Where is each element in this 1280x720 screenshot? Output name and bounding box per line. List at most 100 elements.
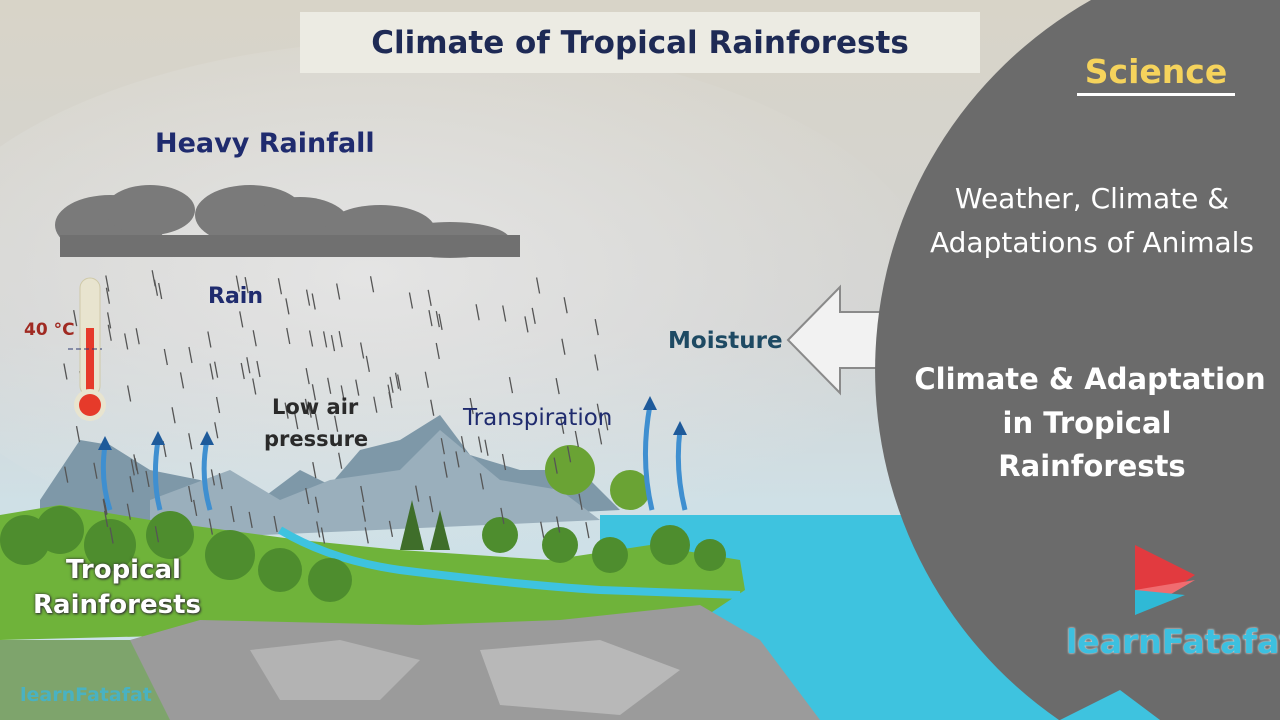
rain-drop	[179, 372, 185, 389]
rain-drop	[322, 331, 328, 348]
rain-drop	[158, 282, 163, 300]
rain-drop	[73, 310, 78, 327]
rain-drop	[556, 516, 561, 533]
rain-drop	[443, 461, 448, 478]
rain-drop	[135, 328, 140, 345]
rain-drop	[304, 398, 310, 416]
rain-drop	[479, 473, 484, 490]
rain-drop	[364, 527, 369, 544]
rain-drop	[210, 469, 216, 486]
rain-drop	[563, 297, 568, 314]
rain-drop	[560, 417, 565, 434]
thermometer-icon	[68, 277, 106, 421]
rain-label: Rain	[208, 284, 263, 309]
rain-drop	[585, 522, 590, 539]
rain-drop	[207, 331, 212, 348]
rain-drop	[154, 526, 160, 543]
rain-drop	[314, 413, 320, 430]
temperature-label: 40 °C	[24, 320, 75, 340]
rain-drops	[63, 270, 609, 544]
rain-drop	[189, 462, 195, 479]
rain-drop	[214, 422, 219, 439]
rain-drop	[330, 335, 336, 352]
rain-drop	[305, 289, 311, 306]
rain-drop	[475, 304, 480, 321]
rain-drop	[604, 414, 609, 431]
rain-drop	[430, 399, 435, 416]
rain-drop	[105, 287, 111, 304]
rain-drop	[460, 436, 466, 453]
rain-drop	[124, 333, 129, 350]
rain-drop	[171, 407, 176, 424]
rain-drop	[240, 362, 245, 380]
chapter-line-2: Adaptations of Animals	[930, 226, 1254, 259]
tropical-label-2: Rainforests	[33, 590, 201, 620]
rain-drop	[312, 461, 317, 479]
rain-drop	[239, 311, 244, 328]
rain-drop	[388, 520, 394, 537]
rain-drop	[594, 354, 599, 371]
rain-drop	[424, 371, 429, 388]
rain-drop	[188, 433, 193, 450]
rain-drop	[566, 446, 572, 463]
topic-line-3: Rainforests	[998, 449, 1186, 483]
rain-drop	[307, 401, 312, 418]
rain-drop	[327, 377, 332, 394]
subject-label: Science	[1077, 52, 1235, 96]
rain-drop	[355, 379, 360, 396]
rain-drop	[333, 415, 339, 432]
rain-drop	[428, 309, 433, 327]
rain-drop	[63, 363, 68, 380]
rain-drop	[126, 385, 132, 402]
rain-drop	[397, 374, 402, 391]
rain-drop	[130, 459, 135, 476]
rain-drop	[252, 330, 257, 347]
rain-drop	[308, 330, 314, 347]
rain-drop	[438, 313, 443, 330]
rain-drop	[75, 425, 81, 443]
clouds	[55, 185, 520, 258]
rain-drop	[109, 527, 114, 544]
heavy-rainfall-label: Heavy Rainfall	[155, 128, 375, 159]
rain-drop	[389, 376, 394, 393]
rain-drop	[284, 402, 289, 419]
chapter-line-1: Weather, Climate &	[954, 182, 1230, 215]
rain-drop	[365, 355, 370, 373]
rain-drop	[305, 367, 310, 385]
rain-drop	[103, 510, 109, 527]
rain-drop	[106, 312, 112, 329]
page-title: Climate of Tropical Rainforests	[371, 24, 909, 61]
rain-drop	[230, 505, 235, 523]
mountains	[40, 415, 620, 540]
rain-drop	[246, 357, 251, 374]
rain-drop	[361, 505, 366, 522]
rain-drop	[597, 428, 603, 445]
logo-text: learnFatafat	[1066, 622, 1280, 661]
rain-drop	[455, 451, 460, 468]
rain-drop	[338, 331, 343, 348]
rain-drop	[244, 277, 249, 294]
rain-drop	[574, 430, 579, 448]
rain-drop	[286, 327, 291, 345]
rain-drop	[555, 377, 560, 395]
rain-drop	[561, 338, 566, 355]
rain-drop	[248, 511, 253, 528]
rain-drop	[188, 346, 193, 364]
rain-drop	[500, 507, 505, 524]
rain-drop	[359, 342, 365, 359]
rain-drop	[145, 470, 150, 488]
rain-drop	[360, 485, 365, 503]
rain-drop	[338, 452, 343, 469]
rain-drop	[340, 385, 345, 402]
trees	[0, 445, 726, 602]
rain-drop	[336, 283, 341, 300]
rain-drop	[209, 363, 214, 380]
rain-drop	[531, 307, 536, 324]
rain-drop	[435, 342, 440, 360]
tropical-label-1: Tropical	[66, 555, 181, 585]
arrow-heads	[98, 396, 687, 450]
rain-drop	[256, 360, 261, 378]
rain-drop	[508, 377, 514, 394]
low-air-label-2: pressure	[264, 427, 369, 451]
